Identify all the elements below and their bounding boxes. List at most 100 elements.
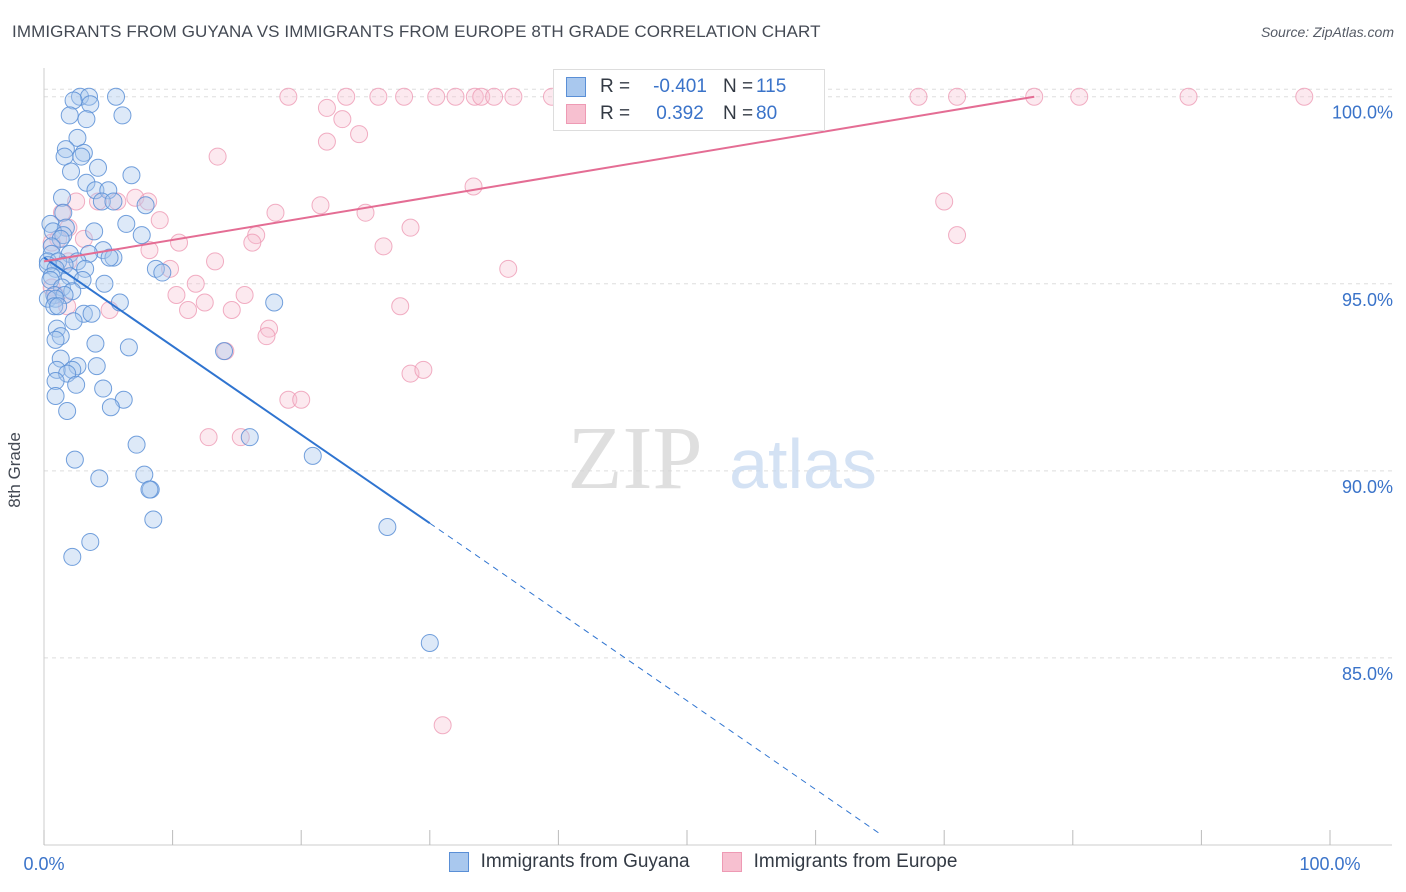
europe-point (199, 428, 218, 447)
europe-point (350, 125, 369, 144)
europe-point (150, 211, 169, 230)
guyana-point (64, 91, 83, 110)
guyana-point (68, 128, 87, 147)
europe-point (179, 300, 198, 319)
europe-point (1070, 87, 1089, 106)
guyana-point (107, 87, 126, 106)
guyana-point (215, 342, 234, 361)
guyana-point (127, 435, 146, 454)
europe-point (317, 98, 336, 117)
guyana-point (46, 372, 65, 391)
europe-point (292, 390, 311, 409)
guyana-point (55, 286, 74, 305)
guyana-point (110, 293, 129, 312)
watermark: ZIP atlas (568, 409, 877, 508)
guyana-point (73, 271, 92, 290)
guyana-point (153, 263, 172, 282)
legend-n-value: 115 (756, 76, 787, 97)
guyana-point (113, 106, 132, 125)
guyana-point (95, 274, 114, 293)
x-tick-label-min: 0.0% (23, 854, 64, 874)
europe-point (433, 716, 452, 735)
europe-point (206, 252, 225, 271)
guyana-swatch (448, 852, 469, 872)
europe-point (231, 428, 250, 447)
tick-labels: 100.0% 95.0% 90.0% 85.0% 0.0% 100.0% (23, 103, 1393, 874)
guyana-point (119, 338, 138, 357)
europe-trend-line (43, 95, 1035, 263)
europe-point (170, 233, 189, 252)
guyana-point (117, 214, 136, 233)
watermark-zip: ZIP (568, 409, 703, 508)
y-tick-label: 100.0% (1332, 103, 1393, 123)
guyana-point (101, 398, 120, 417)
y-tick-label: 85.0% (1342, 664, 1393, 684)
guyana-point (55, 147, 74, 166)
guyana-point (378, 517, 397, 536)
guyana-point (72, 147, 91, 166)
europe-point (243, 233, 262, 252)
legend-item-europe[interactable]: Immigrants from Europe (721, 851, 957, 873)
guyana-point (58, 401, 77, 420)
x-tick-label-max: 100.0% (1299, 854, 1360, 874)
europe-point (337, 87, 356, 106)
guyana-point (42, 237, 61, 256)
europe-swatch (566, 104, 586, 124)
guyana-point (76, 259, 95, 278)
guyana-point (89, 158, 108, 177)
legend-r-label: R = (600, 103, 631, 124)
europe-point (257, 327, 276, 346)
europe-point (909, 87, 928, 106)
guyana-point (87, 357, 106, 376)
europe-point (311, 196, 330, 215)
europe-point (279, 390, 298, 409)
guyana-point (51, 229, 70, 248)
europe-point (446, 87, 465, 106)
guyana-point (46, 289, 65, 308)
europe-point (317, 132, 336, 151)
guyana-point (65, 450, 84, 469)
guyana-point (80, 87, 99, 106)
europe-point (464, 177, 483, 196)
europe-point (391, 297, 410, 316)
guyana-point (94, 379, 113, 398)
guyana-point (303, 446, 322, 465)
europe-point (260, 319, 279, 338)
guyana-point (62, 162, 81, 181)
europe-point (222, 300, 241, 319)
guyana-points (38, 87, 439, 652)
trend-lines (43, 95, 1035, 835)
guyana-trend-line (43, 256, 431, 525)
guyana-point (67, 375, 86, 394)
guyana-point (60, 106, 79, 125)
series-legend: Immigrants from Guyana Immigrants from E… (0, 851, 1406, 873)
europe-point (89, 192, 108, 211)
legend-item-guyana[interactable]: Immigrants from Guyana (448, 851, 690, 873)
europe-point (948, 226, 967, 245)
guyana-point (49, 297, 68, 316)
guyana-point (64, 312, 83, 331)
europe-point (1295, 87, 1314, 106)
legend-n-value: 80 (756, 103, 778, 124)
guyana-point (54, 203, 73, 222)
legend-row-europe: R = 0.392 N = 80 (566, 101, 777, 127)
europe-point (401, 218, 420, 237)
guyana-point (53, 278, 72, 297)
guyana-point (144, 510, 163, 529)
chart-title: IMMIGRANTS FROM GUYANA VS IMMIGRANTS FRO… (12, 22, 821, 41)
guyana-point (140, 480, 159, 499)
guyana-point (46, 387, 65, 406)
guyana-point (81, 95, 100, 114)
europe-point (369, 87, 388, 106)
guyana-point (136, 196, 155, 215)
legend-n-label: N = (722, 76, 754, 97)
guyana-point (82, 304, 101, 323)
europe-point (427, 87, 446, 106)
europe-point (167, 286, 186, 305)
guyana-point (74, 304, 93, 323)
guyana-point (77, 173, 96, 192)
guyana-point (46, 330, 65, 349)
europe-point (279, 87, 298, 106)
europe-point (235, 286, 254, 305)
europe-point (374, 237, 393, 256)
